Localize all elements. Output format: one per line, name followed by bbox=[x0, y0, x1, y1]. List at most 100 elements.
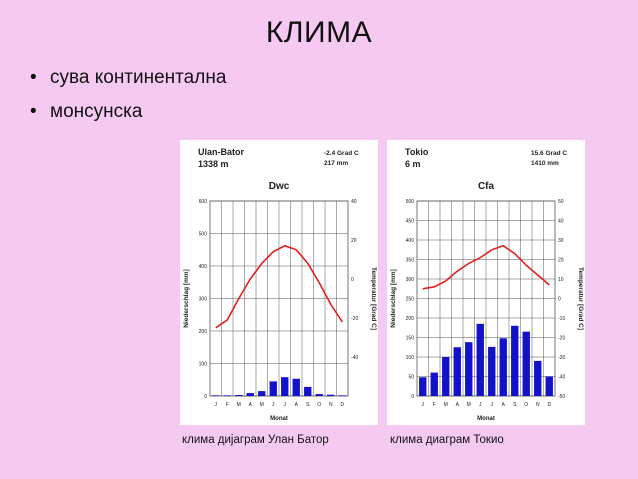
bullet-marker: • bbox=[30, 67, 37, 88]
precipitation-bar bbox=[476, 323, 484, 396]
temperature-line bbox=[422, 244, 550, 290]
y-tick-label: 100 bbox=[406, 355, 415, 361]
month-label: S bbox=[306, 402, 310, 408]
y-axis-label: Niederschlag [mm] bbox=[390, 269, 397, 328]
y-tick-label: 600 bbox=[199, 199, 208, 205]
y2-tick-label: 0 bbox=[558, 297, 561, 303]
caption-ulan-bator: клима дијаграм Улан Батор bbox=[182, 434, 329, 446]
y-tick-label: 50 bbox=[408, 375, 414, 381]
month-label: O bbox=[524, 402, 528, 408]
station-elevation: 6 m bbox=[405, 159, 421, 169]
precipitation-bar bbox=[235, 395, 243, 396]
precipitation-bar bbox=[315, 394, 323, 396]
month-label: A bbox=[249, 402, 253, 408]
station-name: Ulan-Bator bbox=[198, 147, 244, 157]
y2-tick-label: -40 bbox=[351, 355, 358, 361]
y-tick-label: 250 bbox=[406, 297, 415, 303]
y2-tick-label: 50 bbox=[558, 199, 564, 205]
precipitation-bar bbox=[430, 372, 438, 396]
y-tick-label: 100 bbox=[199, 362, 208, 368]
annual-precipitation: 217 mm bbox=[324, 160, 348, 167]
month-label: F bbox=[433, 402, 436, 408]
precipitation-bar bbox=[534, 360, 542, 396]
precipitation-bar bbox=[212, 395, 220, 396]
month-label: J bbox=[479, 402, 482, 408]
y-tick-label: 200 bbox=[406, 316, 415, 322]
bullet-list: • сува континентална • монсунска bbox=[30, 64, 226, 132]
precipitation-bar bbox=[258, 391, 266, 396]
month-label: N bbox=[329, 402, 333, 408]
month-label: M bbox=[260, 402, 264, 408]
precipitation-bar bbox=[246, 393, 254, 396]
precipitation-bar bbox=[522, 331, 530, 396]
month-label: A bbox=[456, 402, 460, 408]
precipitation-bar bbox=[304, 386, 312, 396]
precipitation-bar bbox=[292, 378, 300, 396]
bullet-item: • сува континентална bbox=[30, 64, 226, 98]
precipitation-bar bbox=[453, 347, 461, 396]
month-label: D bbox=[340, 402, 344, 408]
precipitation-bar bbox=[281, 377, 289, 396]
slide-title: КЛИМА bbox=[265, 16, 373, 49]
precipitation-bar bbox=[223, 395, 231, 396]
y-tick-label: 0 bbox=[411, 394, 414, 400]
precipitation-bar bbox=[442, 357, 450, 396]
month-label: J bbox=[491, 402, 494, 408]
climate-diagram-ulan-bator: Ulan-Bator 1338 m -2.4 Grad C 217 mm Dwc 600 5… bbox=[180, 140, 378, 425]
month-label: A bbox=[295, 402, 299, 408]
y-tick-label: 300 bbox=[199, 297, 208, 303]
precipitation-bar bbox=[419, 377, 427, 396]
bullet-text: монсунска bbox=[50, 101, 143, 122]
x-axis-label: Monat bbox=[477, 416, 495, 422]
y2-tick-label: -40 bbox=[558, 375, 565, 381]
y2-tick-label: -50 bbox=[558, 394, 565, 400]
y-tick-label: 350 bbox=[406, 258, 415, 264]
y2-tick-label: 30 bbox=[558, 238, 564, 244]
precipitation-bar bbox=[338, 395, 346, 396]
y2-tick-label: 0 bbox=[351, 277, 354, 283]
climate-code: Cfa bbox=[478, 181, 495, 192]
bullet-text: сува континентална bbox=[50, 67, 227, 88]
x-axis-label: Monat bbox=[270, 416, 288, 422]
y2-tick-label: 40 bbox=[351, 199, 357, 205]
month-label: A bbox=[502, 402, 506, 408]
y-tick-label: 450 bbox=[406, 219, 415, 225]
month-label: J bbox=[422, 402, 425, 408]
month-label: O bbox=[317, 402, 321, 408]
y2-tick-label: -20 bbox=[351, 316, 358, 322]
y-tick-label: 500 bbox=[199, 232, 208, 238]
precipitation-bar bbox=[465, 342, 473, 396]
precipitation-bar bbox=[488, 346, 496, 396]
y-tick-label: 400 bbox=[199, 264, 208, 270]
precipitation-bar bbox=[511, 325, 519, 396]
precipitation-bar bbox=[545, 376, 553, 396]
y-tick-label: 150 bbox=[406, 336, 415, 342]
climate-diagram-tokio: Tokio 6 m 15.6 Grad C 1410 mm Cfa 500 450 400 35… bbox=[387, 140, 585, 425]
month-label: J bbox=[215, 402, 218, 408]
month-label: S bbox=[513, 402, 517, 408]
y-tick-label: 0 bbox=[204, 394, 207, 400]
month-label: M bbox=[237, 402, 241, 408]
bullet-marker: • bbox=[30, 101, 37, 122]
station-name: Tokio bbox=[405, 147, 429, 157]
climate-chart-ulan-bator: Ulan-Bator 1338 m -2.4 Grad C 217 mm Dwc 600 5… bbox=[183, 147, 377, 422]
y2-tick-label: 20 bbox=[351, 238, 357, 244]
caption-tokio: клима диаграм Токио bbox=[390, 434, 504, 446]
precipitation-bar bbox=[327, 394, 335, 396]
y-tick-label: 400 bbox=[406, 238, 415, 244]
month-label: N bbox=[536, 402, 540, 408]
climate-code: Dwc bbox=[269, 181, 290, 192]
month-label: J bbox=[284, 402, 287, 408]
y2-tick-label: -10 bbox=[558, 316, 565, 322]
month-label: D bbox=[547, 402, 551, 408]
month-label: M bbox=[467, 402, 471, 408]
temperature-line bbox=[215, 244, 343, 329]
y-tick-label: 200 bbox=[199, 329, 208, 335]
precipitation-bar bbox=[499, 338, 507, 396]
y2-tick-label: -30 bbox=[558, 355, 565, 361]
annual-temperature: -2.4 Grad C bbox=[324, 150, 359, 157]
y2-tick-label: 20 bbox=[558, 258, 564, 264]
annual-precipitation: 1410 mm bbox=[531, 160, 559, 167]
bullet-item: • монсунска bbox=[30, 98, 226, 132]
